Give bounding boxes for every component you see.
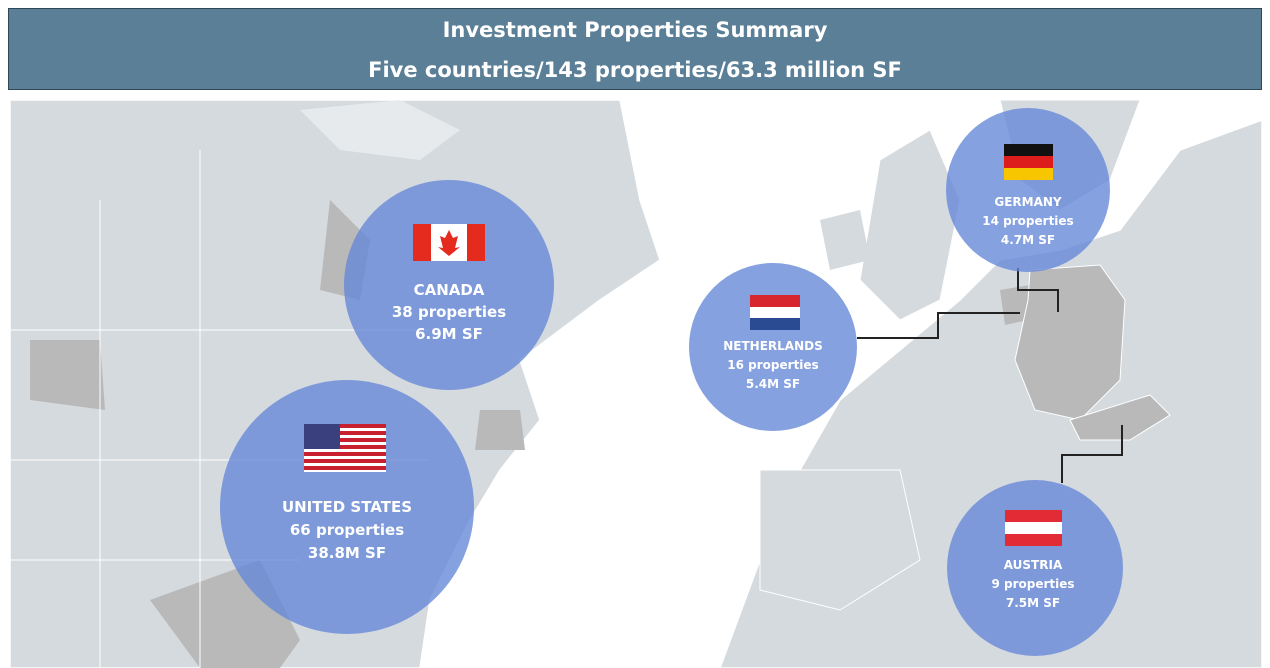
country-name: NETHERLANDS <box>723 339 823 353</box>
netherlands <box>1000 285 1030 325</box>
subtitle: Five countries/143 properties/63.3 milli… <box>368 58 902 82</box>
bubble <box>220 380 474 634</box>
country-properties: 9 properties <box>991 577 1074 591</box>
country-name: UNITED STATES <box>282 498 412 516</box>
country-name: AUSTRIA <box>1004 558 1063 572</box>
bubble <box>946 108 1110 272</box>
country-properties: 66 properties <box>290 521 404 539</box>
flag-us <box>304 424 386 472</box>
state <box>30 340 105 410</box>
land <box>820 210 870 270</box>
title: Investment Properties Summary <box>442 18 828 42</box>
flag-netherlands <box>750 295 800 330</box>
connectors <box>857 268 1123 483</box>
country-area: 38.8M SF <box>308 544 386 562</box>
country-properties: 14 properties <box>982 214 1073 228</box>
country-properties: 38 properties <box>392 303 506 321</box>
bubbles <box>220 108 1123 656</box>
country-properties: 16 properties <box>727 358 818 372</box>
country-area: 4.7M SF <box>1001 233 1055 247</box>
bubble <box>689 263 857 431</box>
flag-canada <box>413 224 485 261</box>
land <box>300 100 460 160</box>
land <box>759 469 921 611</box>
land <box>859 129 961 321</box>
flag-austria <box>1005 510 1062 546</box>
state <box>475 410 525 450</box>
austria <box>1069 394 1171 441</box>
flag-germany <box>1004 144 1053 180</box>
country-area: 5.4M SF <box>746 377 800 391</box>
bubble <box>344 180 554 390</box>
country-area: 7.5M SF <box>1006 596 1060 610</box>
bubble <box>947 480 1123 656</box>
country-name: CANADA <box>414 281 485 299</box>
header: Investment Properties Summary Five count… <box>8 8 1262 90</box>
country-area: 6.9M SF <box>415 325 483 343</box>
country-name: GERMANY <box>994 195 1062 209</box>
